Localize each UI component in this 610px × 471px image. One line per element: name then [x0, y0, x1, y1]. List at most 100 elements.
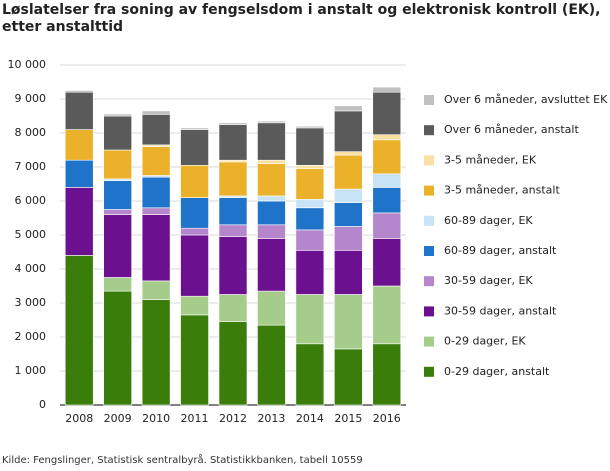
bar-segment [64, 90, 94, 93]
bar-segment [103, 149, 132, 180]
bar-segment [257, 290, 286, 326]
bar-segment [334, 294, 363, 350]
bar-segment [372, 91, 402, 135]
bar-segment [295, 125, 325, 129]
bar-segment [103, 113, 132, 117]
x-tick-label: 2014 [296, 412, 324, 425]
x-tick-label: 2013 [257, 412, 285, 425]
bar-segment [103, 115, 132, 151]
bar-segment [334, 105, 363, 112]
bar-segment [334, 250, 363, 295]
y-tick-label: 5 000 [15, 228, 47, 241]
bar-segment [218, 321, 248, 406]
x-tick-label: 2011 [181, 412, 209, 425]
source-note: Kilde: Fengslinger, Statistisk sentralby… [2, 455, 363, 466]
x-tick-label: 2008 [65, 412, 93, 425]
y-tick-label: 7 000 [15, 160, 47, 173]
bar-segment [257, 163, 286, 197]
bar-segment [372, 212, 402, 239]
x-tick-label: 2009 [104, 412, 132, 425]
bar-segment [295, 127, 325, 166]
bar-segment [141, 176, 171, 209]
legend-swatch [424, 185, 434, 196]
legend-label: 0-29 dager, EK [444, 335, 526, 348]
bar-segment [180, 314, 209, 406]
legend-label: 3-5 måneder, anstalt [444, 184, 560, 197]
legend-swatch [424, 95, 434, 105]
bar-segment [257, 200, 286, 226]
bar-segment [257, 122, 286, 161]
bar-segment [372, 173, 402, 188]
bar-segment [218, 236, 248, 295]
bar-segment [372, 187, 402, 214]
bar-segment [180, 234, 209, 297]
bar-segment [64, 255, 94, 406]
bar-segment [103, 290, 132, 406]
bar-segment [295, 250, 325, 295]
bar-segment [334, 151, 363, 156]
bar-segment [64, 187, 94, 256]
bar-segment [295, 168, 325, 200]
bar-segment [257, 224, 286, 239]
legend-label: 60-89 dager, EK [444, 214, 533, 227]
x-tick-label: 2010 [142, 412, 170, 425]
bar-segment [180, 227, 209, 236]
bar-segment [141, 214, 171, 282]
y-tick-label: 1 000 [15, 364, 47, 377]
y-tick-label: 10 000 [8, 58, 47, 71]
legend-label: 60-89 dager, anstalt [444, 244, 557, 257]
y-tick-label: 9 000 [15, 92, 47, 105]
bar-segment [218, 224, 248, 238]
bar-segment [257, 324, 286, 406]
legend-label: 3-5 måneder, EK [444, 153, 537, 166]
bar-segment [295, 343, 325, 406]
legend-swatch [424, 155, 434, 166]
bar-segment [334, 188, 363, 204]
legend-swatch [424, 366, 434, 377]
bar-segment [295, 199, 325, 209]
bar-segment [372, 139, 402, 175]
chart-title: Løslatelser fra soning av fengselsdom i … [2, 2, 601, 35]
x-tick-label: 2016 [373, 412, 401, 425]
bar-segment [180, 127, 209, 130]
bar-segment [334, 348, 363, 406]
legend-swatch [424, 246, 434, 256]
bar-segment [218, 122, 248, 125]
y-tick-label: 3 000 [15, 296, 47, 309]
bar-segment [295, 229, 325, 251]
bar-segment [180, 165, 209, 198]
y-tick-label: 6 000 [15, 194, 47, 207]
legend-swatch [424, 215, 434, 226]
bar-segment [103, 209, 132, 215]
bar-segment [372, 343, 402, 406]
bar-segment [218, 124, 248, 161]
bar-segment [218, 161, 248, 197]
bar-segment [257, 195, 286, 202]
bar-segment [334, 110, 363, 153]
bar-segment [372, 86, 402, 93]
legend-swatch [424, 125, 434, 136]
bar-segment [295, 294, 325, 345]
y-tick-label: 4 000 [15, 262, 47, 275]
bar-segment [180, 197, 209, 229]
bar-segment [372, 238, 402, 287]
bar-segment [257, 238, 286, 292]
y-tick-label: 2 000 [15, 330, 47, 343]
legend-label: Over 6 måneder, avsluttet EK [444, 93, 608, 106]
bar-segment [180, 129, 209, 166]
bar-segment [372, 285, 402, 345]
bar-segment [64, 91, 94, 130]
bar-segment [218, 294, 248, 323]
bar-segment [141, 110, 171, 115]
bar-segment [218, 197, 248, 226]
bar-segment [295, 165, 325, 170]
x-tick-label: 2012 [219, 412, 247, 425]
bar-segment [295, 207, 325, 231]
bar-segment [334, 154, 363, 190]
legend-label: 0-29 dager, anstalt [444, 365, 550, 378]
legend-swatch [424, 336, 434, 347]
bar-segment [334, 226, 363, 251]
bar-segment [257, 120, 286, 124]
